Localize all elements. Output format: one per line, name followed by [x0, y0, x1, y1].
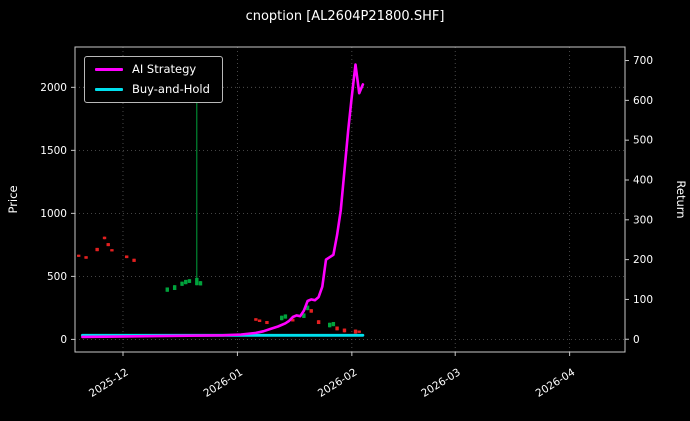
price-tick-label: 0	[60, 334, 67, 346]
candle-body	[291, 318, 295, 322]
x-tick-label: 2026-04	[534, 366, 578, 400]
candle-body	[316, 320, 321, 325]
x-tick-label: 2026-01	[201, 366, 245, 399]
candle-body	[95, 247, 99, 252]
candle-body	[106, 243, 110, 247]
return-tick-label: 200	[633, 254, 653, 266]
candle-body	[254, 318, 258, 321]
candle-body	[165, 287, 169, 292]
gridlines	[75, 47, 625, 352]
legend-line-sample	[95, 87, 123, 91]
candle-body	[187, 279, 192, 283]
candle-body	[124, 255, 129, 259]
x-tick-label: 2025-12	[87, 366, 131, 399]
candle-body	[305, 305, 310, 311]
x-tick-label: 2026-02	[316, 366, 360, 399]
candle-body	[342, 328, 347, 333]
price-tick-label: 2000	[40, 82, 67, 94]
candle-body	[327, 322, 332, 328]
candle-body	[353, 329, 358, 334]
candle-body	[302, 313, 306, 318]
return-tick-label: 700	[633, 55, 653, 67]
y-axis-label-price: Price	[6, 185, 20, 213]
legend-item: Buy-and-Hold	[95, 81, 210, 96]
candle-body	[198, 281, 203, 286]
candle-body	[132, 258, 136, 262]
candle-body	[110, 249, 114, 252]
return-tick-label: 100	[633, 294, 653, 306]
return-tick-label: 0	[633, 334, 640, 346]
candle-body	[102, 236, 107, 240]
candle-body	[180, 281, 184, 286]
candle-body	[84, 256, 88, 259]
chart-title: cnoption [AL2604P21800.SHF]	[245, 9, 445, 24]
legend-label: Buy-and-Hold	[132, 81, 210, 96]
return-tick-label: 400	[633, 174, 653, 186]
x-tick-label: 2026-03	[419, 366, 463, 399]
candle-body	[280, 315, 284, 321]
return-tick-label: 300	[633, 214, 653, 226]
candle-body	[335, 326, 339, 331]
legend: AI Strategy Buy-and-Hold	[84, 56, 223, 103]
candle-body	[309, 309, 313, 313]
candle-body	[257, 319, 262, 323]
price-tick-label: 1500	[40, 145, 67, 157]
return-tick-label: 600	[633, 95, 653, 107]
ai-strategy-line	[81, 63, 365, 339]
candle-body	[331, 322, 336, 327]
candlesticks	[76, 93, 361, 334]
legend-label: AI Strategy	[132, 62, 197, 76]
candle-body	[195, 277, 199, 286]
candle-body	[184, 279, 188, 285]
y-axis-label-return: Return	[674, 180, 688, 218]
legend-item: AI Strategy	[95, 62, 210, 76]
candle-body	[76, 254, 81, 257]
return-tick-label: 500	[633, 135, 653, 147]
candle-body	[172, 285, 177, 290]
legend-line-sample	[95, 68, 123, 72]
candle-body	[265, 320, 269, 325]
candle-body	[357, 330, 361, 333]
candle-body	[283, 314, 288, 319]
tick-labels: 0 500 1000 1500 2000 0 100 200 300 400 500 600 700 20…	[40, 55, 653, 400]
price-tick-label: 500	[47, 271, 67, 283]
price-tick-label: 1000	[40, 208, 67, 220]
axes-border	[74, 46, 626, 353]
